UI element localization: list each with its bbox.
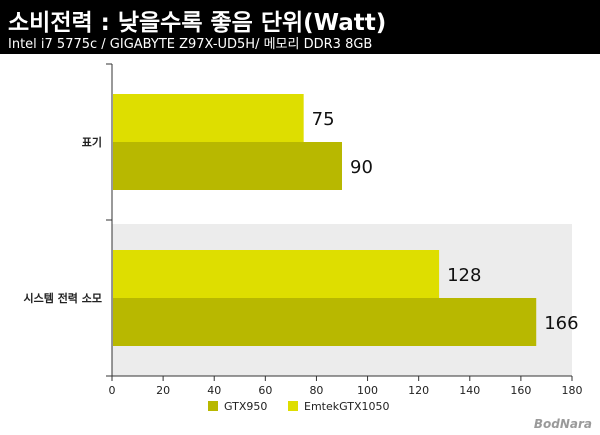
chart-header: 소비전력 : 낮을수록 좋음 단위(Watt) Intel i7 5775c /… <box>0 0 600 54</box>
x-tick-label: 120 <box>408 384 429 397</box>
bar-gtx950 <box>113 142 342 190</box>
bar-emtekgtx1050 <box>113 94 304 142</box>
x-tick-label: 140 <box>459 384 480 397</box>
x-tick-label: 20 <box>156 384 170 397</box>
data-label: 166 <box>544 313 578 334</box>
x-tick-label: 60 <box>258 384 272 397</box>
bar-emtekgtx1050 <box>113 250 440 298</box>
chart-title: 소비전력 : 낮을수록 좋음 단위(Watt) <box>8 10 387 36</box>
legend-swatch <box>288 401 298 411</box>
category-label: 표기 <box>82 135 102 149</box>
x-tick-label: 100 <box>357 384 378 397</box>
legend-swatch <box>208 401 218 411</box>
data-label: 128 <box>447 265 481 286</box>
data-label: 75 <box>312 109 335 130</box>
data-label: 90 <box>350 157 373 178</box>
chart-subtitle: Intel i7 5775c / GIGABYTE Z97X-UD5H/ 메모리… <box>8 37 373 52</box>
legend-label: EmtekGTX1050 <box>304 400 390 413</box>
x-tick-label: 40 <box>207 384 221 397</box>
x-tick-label: 160 <box>510 384 531 397</box>
x-tick-label: 80 <box>309 384 323 397</box>
bar-gtx950 <box>113 298 537 346</box>
legend-label: GTX950 <box>224 400 267 413</box>
x-tick-label: 0 <box>109 384 116 397</box>
bar-chart: 0 20 40 60 80 100 120 140 160 180 75 90 표기 128 166 시스템 … <box>24 63 583 413</box>
x-tick-label: 180 <box>562 384 583 397</box>
bodnara-watermark: BodNara <box>533 417 592 431</box>
category-label: 시스템 전력 소모 <box>24 291 103 305</box>
